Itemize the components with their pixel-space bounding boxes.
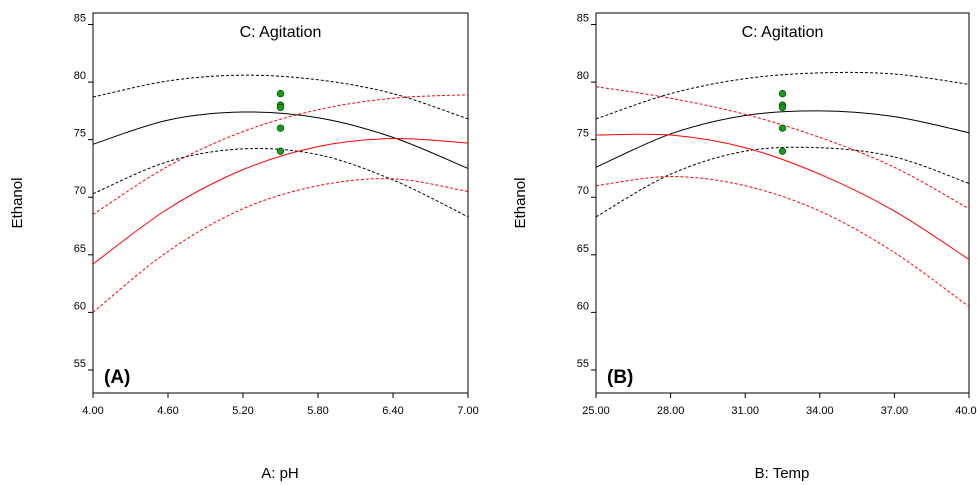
x-tick-label: 4.60 — [157, 405, 178, 417]
x-tick-label: 37.00 — [881, 405, 909, 417]
design-point — [778, 124, 787, 132]
y-tick-label: 55 — [74, 358, 86, 370]
x-tick-label: 40.00 — [955, 405, 977, 417]
y-axis-title: Ethanol — [512, 178, 529, 229]
panel-label: (B) — [607, 367, 633, 388]
series-line-5 — [595, 176, 970, 308]
series-line-5 — [92, 178, 469, 313]
y-tick-label: 70 — [74, 185, 86, 197]
x-tick-label: 7.00 — [457, 405, 478, 417]
x-tick-label: 5.20 — [232, 405, 253, 417]
x-tick-label: 34.00 — [806, 405, 834, 417]
series-line-3 — [92, 137, 469, 265]
design-point — [276, 89, 285, 98]
series-line-1 — [92, 74, 469, 120]
design-point — [778, 147, 787, 155]
series-line-4 — [92, 94, 469, 215]
x-axis-title: B: Temp — [755, 465, 810, 482]
y-tick-label: 80 — [577, 70, 589, 82]
y-tick-label: 75 — [74, 128, 86, 140]
design-point — [276, 147, 285, 155]
panel-label: (A) — [104, 367, 130, 388]
chart-title: C: Agitation — [742, 24, 824, 41]
chart-panel-1: 55 60 65 70 75 80 85 25.00 28.00 31.00 34.00 37.00 4… — [512, 12, 977, 482]
y-tick-label: 65 — [577, 243, 589, 255]
y-tick-label: 85 — [577, 13, 589, 25]
series-line-0 — [92, 111, 469, 169]
y-tick-label: 80 — [74, 70, 86, 82]
series-line-4 — [595, 86, 970, 210]
y-tick-label: 60 — [577, 300, 589, 312]
design-point — [778, 89, 787, 98]
series-line-3 — [595, 133, 970, 260]
x-axis-title: A: pH — [261, 465, 299, 482]
y-tick-label: 85 — [74, 13, 86, 25]
x-tick-label: 28.00 — [657, 405, 685, 417]
x-tick-label: 5.80 — [307, 405, 328, 417]
y-tick-label: 60 — [74, 300, 86, 312]
chart-panel-0: 55 60 65 70 75 80 85 4.00 4.60 5.20 5.80 6.40 7.00 C:… — [9, 12, 479, 482]
design-point — [276, 124, 285, 132]
y-tick-label: 70 — [577, 185, 589, 197]
series-line-0 — [595, 110, 970, 168]
y-tick-label: 65 — [74, 243, 86, 255]
plot-frame — [595, 12, 970, 394]
y-tick-label: 55 — [577, 358, 589, 370]
series-line-2 — [595, 146, 970, 218]
x-tick-label: 4.00 — [82, 405, 103, 417]
y-axis-title: Ethanol — [9, 178, 26, 229]
x-tick-label: 31.00 — [731, 405, 759, 417]
series-line-2 — [92, 148, 469, 218]
design-point — [276, 103, 285, 112]
series-line-1 — [595, 71, 970, 120]
chart-title: C: Agitation — [240, 24, 322, 41]
design-point — [778, 103, 787, 112]
plot-frame — [92, 12, 469, 394]
x-tick-label: 25.00 — [582, 405, 610, 417]
x-tick-label: 6.40 — [382, 405, 403, 417]
y-tick-label: 75 — [577, 128, 589, 140]
